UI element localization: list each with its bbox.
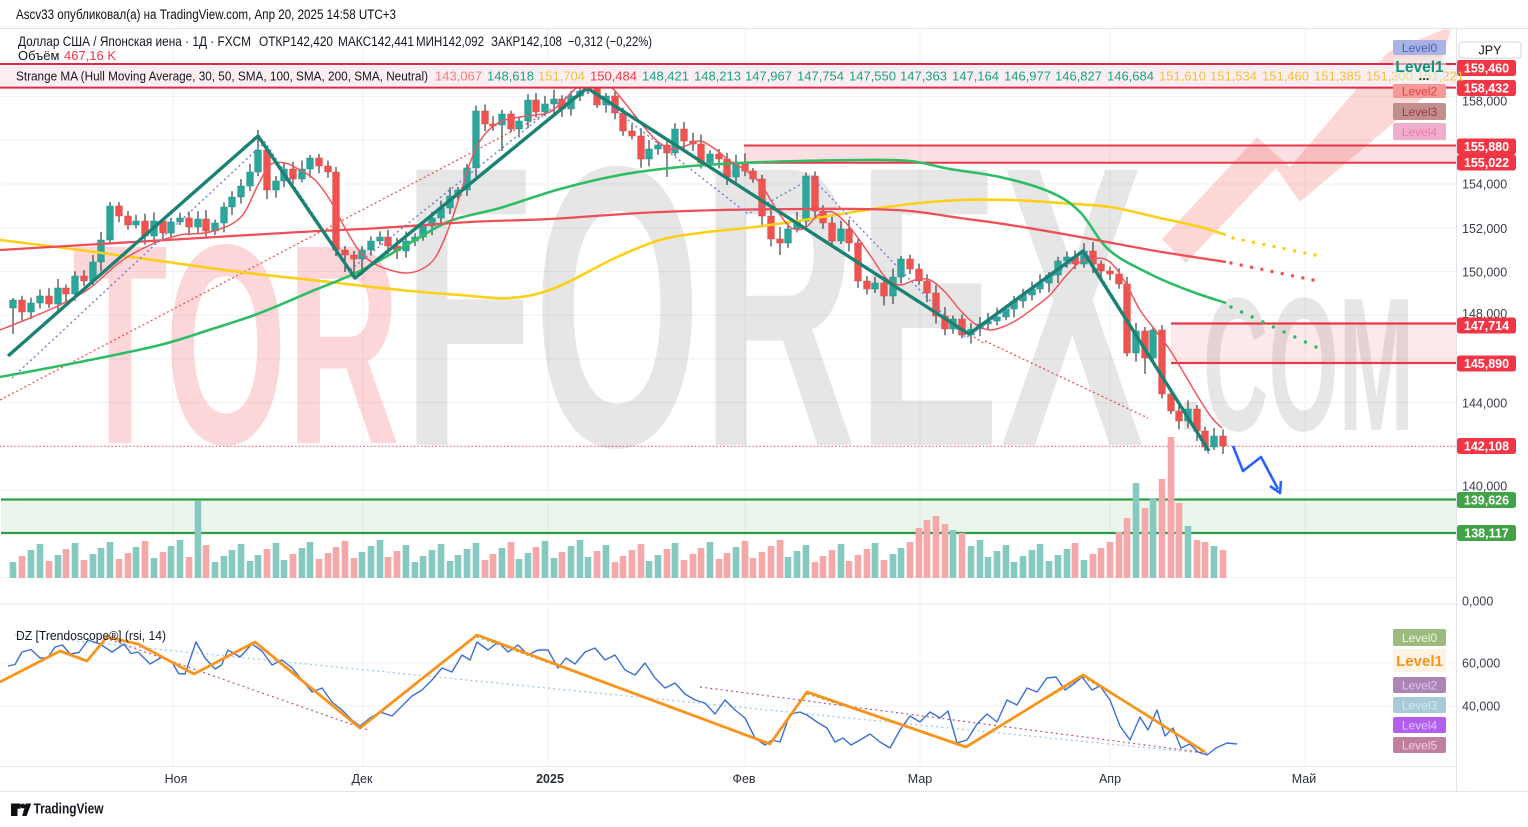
svg-text:467,16 K: 467,16 K	[64, 48, 116, 63]
svg-text:0,000: 0,000	[1462, 594, 1493, 608]
svg-text:159,460: 159,460	[1464, 61, 1509, 75]
svg-text:Level0: Level0	[1402, 631, 1438, 645]
svg-text:148,000: 148,000	[1462, 307, 1507, 321]
svg-text:Level4: Level4	[1402, 718, 1438, 732]
svg-text:147,363: 147,363	[900, 69, 947, 84]
svg-text:147,967: 147,967	[745, 69, 792, 84]
svg-text:151,460: 151,460	[1262, 69, 1309, 84]
svg-text:JPY: JPY	[1479, 44, 1503, 58]
svg-text:Ascv33 опубликовал(а) на Tradi: Ascv33 опубликовал(а) на TradingView.com…	[16, 7, 396, 22]
svg-text:Мар: Мар	[908, 772, 933, 786]
svg-text:154,000: 154,000	[1462, 177, 1507, 191]
svg-text:Апр: Апр	[1099, 772, 1121, 786]
svg-text:148,213: 148,213	[694, 69, 741, 84]
svg-text:Фев: Фев	[732, 772, 755, 786]
svg-text:147,550: 147,550	[849, 69, 896, 84]
svg-text:148,618: 148,618	[487, 69, 534, 84]
svg-text:Дек: Дек	[352, 772, 373, 786]
svg-text:2025: 2025	[536, 772, 564, 786]
svg-text:138,117: 138,117	[1464, 526, 1509, 540]
svg-text:Level1: Level1	[1396, 653, 1443, 670]
svg-text:155,880: 155,880	[1464, 140, 1509, 154]
svg-text:146,684: 146,684	[1107, 69, 1154, 84]
svg-text:Объём: Объём	[18, 48, 59, 63]
svg-text:ЗАКР142,108: ЗАКР142,108	[491, 34, 562, 49]
svg-text:40,000: 40,000	[1462, 699, 1500, 713]
svg-text:158,432: 158,432	[1464, 81, 1509, 95]
svg-text:ОТКР142,420: ОТКР142,420	[259, 34, 333, 49]
svg-text:FOREX: FOREX	[402, 83, 1145, 530]
svg-text:147,714: 147,714	[1464, 319, 1509, 333]
svg-text:147,754: 147,754	[797, 69, 844, 84]
svg-text:...: ...	[1419, 68, 1430, 83]
svg-text:148,421: 148,421	[642, 69, 689, 84]
svg-text:155,022: 155,022	[1464, 156, 1509, 170]
svg-text:151,610: 151,610	[1159, 69, 1206, 84]
svg-text:140,000: 140,000	[1462, 479, 1507, 493]
svg-text:151,534: 151,534	[1210, 69, 1257, 84]
svg-text:МИН142,092: МИН142,092	[416, 34, 484, 49]
svg-text:МАКС142,441: МАКС142,441	[338, 34, 414, 49]
svg-text:150,000: 150,000	[1462, 265, 1507, 279]
svg-text:Май: Май	[1292, 772, 1317, 786]
svg-text:Level4: Level4	[1402, 125, 1438, 139]
svg-text:147,164: 147,164	[952, 69, 999, 84]
svg-text:Level1: Level1	[1395, 59, 1444, 76]
svg-text:Level2: Level2	[1402, 678, 1438, 692]
svg-text:Доллар США / Японская иена · 1: Доллар США / Японская иена · 1Д · FXCM	[18, 33, 251, 49]
svg-text:.COM: .COM	[1178, 259, 1414, 471]
svg-text:150,484: 150,484	[590, 69, 637, 84]
svg-text:158,000: 158,000	[1462, 94, 1507, 108]
svg-text:146,827: 146,827	[1055, 69, 1102, 84]
svg-text:142,108: 142,108	[1464, 439, 1509, 453]
svg-text:Level5: Level5	[1402, 738, 1438, 752]
svg-text:Level2: Level2	[1402, 84, 1438, 98]
svg-text:Strange MA (Hull Moving Averag: Strange MA (Hull Moving Average, 30, 50,…	[16, 69, 428, 84]
svg-text:−0,312 (−0,22%): −0,312 (−0,22%)	[568, 34, 652, 49]
svg-text:DZ [Trendoscope®] (rsi, 14): DZ [Trendoscope®] (rsi, 14)	[16, 629, 166, 643]
svg-text:151,704: 151,704	[538, 69, 585, 84]
svg-text:TradingView: TradingView	[34, 802, 105, 818]
svg-text:152,000: 152,000	[1462, 222, 1507, 236]
svg-text:Ноя: Ноя	[165, 772, 188, 786]
svg-text:Level3: Level3	[1402, 698, 1438, 712]
svg-text:146,977: 146,977	[1004, 69, 1051, 84]
svg-text:144,000: 144,000	[1462, 396, 1507, 410]
svg-text:TOR: TOR	[72, 186, 400, 504]
svg-text:60,000: 60,000	[1462, 656, 1500, 670]
svg-text:145,890: 145,890	[1464, 357, 1509, 371]
svg-text:139,626: 139,626	[1464, 493, 1509, 507]
svg-text:Level0: Level0	[1402, 41, 1438, 55]
svg-text:Level3: Level3	[1402, 105, 1438, 119]
svg-text:151,385: 151,385	[1314, 69, 1361, 84]
svg-text:143,067: 143,067	[435, 69, 482, 84]
